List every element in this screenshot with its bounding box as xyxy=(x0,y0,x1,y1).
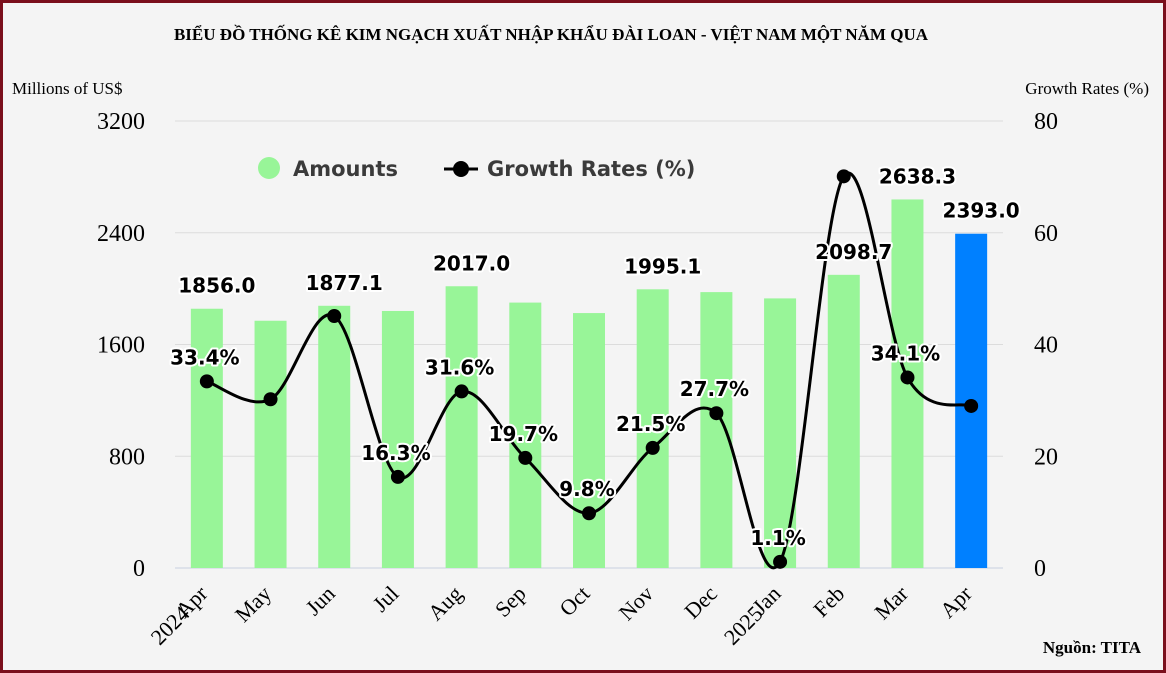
bar xyxy=(381,310,414,568)
bar-value-label: 2017.0 xyxy=(433,251,510,275)
right-tick-label: 40 xyxy=(1034,333,1058,359)
bar xyxy=(573,313,605,568)
growth-value-label: 33.4% xyxy=(170,345,239,369)
right-tick-label: 80 xyxy=(1034,109,1058,135)
growth-point xyxy=(773,554,788,569)
growth-value-label: 9.8% xyxy=(559,477,614,501)
source-note: Nguồn: TITA xyxy=(1043,638,1142,657)
bar xyxy=(700,292,733,568)
growth-value-label: 27.7% xyxy=(680,377,749,401)
left-tick-label: 0 xyxy=(133,556,145,582)
bar-value-label: 2638.3 xyxy=(879,164,956,188)
bar xyxy=(190,308,223,568)
left-tick-label: 800 xyxy=(109,444,145,470)
bar-value-label: 1877.1 xyxy=(306,271,383,295)
x-tick-label: Oct xyxy=(554,581,594,621)
x-tick-label: Jul xyxy=(368,581,404,617)
chart-title: BIỂU ĐỒ THỐNG KÊ KIM NGẠCH XUẤT NHẬP KHẨ… xyxy=(174,24,929,44)
growth-point xyxy=(454,384,469,399)
x-tick-label: May xyxy=(230,581,276,627)
x-tick-label: Aug xyxy=(423,581,467,625)
left-tick-label: 1600 xyxy=(97,333,145,359)
bar xyxy=(827,274,860,568)
bar xyxy=(318,305,351,568)
legend-growth-label: Growth Rates (%) xyxy=(487,157,695,181)
bar-value-label: 2393.0 xyxy=(943,199,1020,223)
bar xyxy=(445,286,478,568)
growth-value-label: 34.1% xyxy=(871,341,940,365)
growth-point xyxy=(518,450,533,465)
x-tick-label: Sep xyxy=(490,581,531,622)
bar-value-label: 1856.0 xyxy=(178,274,255,298)
legend-growth-marker xyxy=(453,161,469,177)
growth-value-label: 1.1% xyxy=(750,526,805,550)
growth-value-label: 16.3% xyxy=(361,441,430,465)
x-tick-label: Nov xyxy=(614,581,658,625)
legend-amounts-label: Amounts xyxy=(293,157,398,181)
x-tick-label: Mar xyxy=(869,580,913,624)
growth-point xyxy=(709,406,724,421)
growth-point xyxy=(964,398,979,413)
left-tick-label: 2400 xyxy=(97,221,145,247)
bar-value-label: 1995.1 xyxy=(624,254,701,278)
bar xyxy=(636,289,669,568)
x-tick-label: Jun xyxy=(300,581,339,620)
growth-point xyxy=(390,469,405,484)
combo-chart: BIỂU ĐỒ THỐNG KÊ KIM NGẠCH XUẤT NHẬP KHẨ… xyxy=(12,24,1149,657)
left-axis-label: Millions of US$ xyxy=(12,79,123,98)
growth-point xyxy=(327,309,342,324)
growth-value-label: 31.6% xyxy=(425,355,494,379)
growth-point xyxy=(645,440,660,455)
right-axis-label: Growth Rates (%) xyxy=(1025,79,1149,98)
growth-point xyxy=(900,370,915,385)
growth-value-label: 19.7% xyxy=(489,422,558,446)
x-tick-label: Apr xyxy=(935,580,977,622)
legend-amounts-marker xyxy=(258,157,280,179)
x-tick-label: Dec xyxy=(679,581,722,624)
growth-value-label: 21.5% xyxy=(616,412,685,436)
right-tick-label: 60 xyxy=(1034,221,1058,247)
bar xyxy=(254,320,287,568)
left-tick-label: 3200 xyxy=(97,109,145,135)
growth-point xyxy=(263,392,278,407)
bar xyxy=(509,302,542,568)
growth-point xyxy=(582,506,596,521)
growth-point xyxy=(836,169,851,184)
right-tick-label: 0 xyxy=(1034,556,1046,582)
bar-value-label: 2098.7 xyxy=(815,240,892,264)
x-tick-label: Feb xyxy=(808,581,849,622)
right-tick-label: 20 xyxy=(1034,444,1058,470)
growth-point xyxy=(199,374,214,389)
